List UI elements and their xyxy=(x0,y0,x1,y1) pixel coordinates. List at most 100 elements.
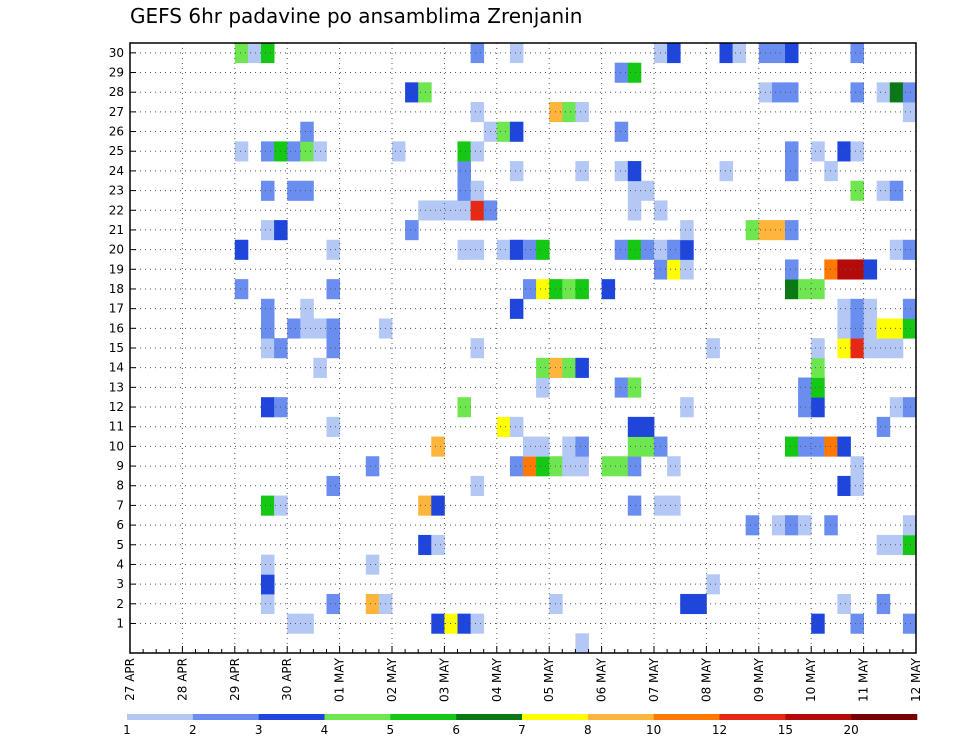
legend-swatch xyxy=(390,714,457,720)
heatmap-cell xyxy=(627,416,642,437)
heatmap-cell xyxy=(575,279,589,300)
heatmap-cell xyxy=(509,43,524,64)
heatmap-cell xyxy=(798,377,812,398)
heatmap-cell xyxy=(680,220,694,241)
y-tick-label: 18 xyxy=(109,282,124,296)
heatmap-cell xyxy=(261,574,275,595)
legend-label: 15 xyxy=(778,723,793,737)
heatmap-cell xyxy=(785,82,799,103)
heatmap-cell xyxy=(326,593,340,615)
y-tick-label: 17 xyxy=(109,302,124,316)
heatmap-cell xyxy=(234,239,249,260)
heatmap-cell xyxy=(523,436,537,457)
heatmap-cell xyxy=(785,220,799,241)
heatmap-cell xyxy=(771,220,786,241)
y-tick-label: 16 xyxy=(109,321,124,335)
heatmap-cell xyxy=(837,141,851,162)
heatmap-cell xyxy=(261,298,275,319)
heatmap-cell xyxy=(850,318,864,339)
heatmap-cell xyxy=(706,338,720,359)
heatmap-cell xyxy=(850,475,864,496)
legend-swatch xyxy=(522,714,589,720)
legend-label: 12 xyxy=(712,723,727,737)
y-axis: 1234567891011121314151617181920212223242… xyxy=(109,46,136,630)
heatmap-cell xyxy=(261,338,275,359)
y-tick-label: 25 xyxy=(109,144,124,158)
y-tick-label: 1 xyxy=(116,616,124,630)
heatmap-cell xyxy=(326,239,340,260)
heatmap-cell xyxy=(785,161,799,182)
heatmap-cell xyxy=(811,279,825,300)
heatmap-cell xyxy=(470,102,485,123)
heatmap-cell xyxy=(418,495,432,516)
heatmap-cell xyxy=(431,495,445,516)
heatmap-cell xyxy=(365,456,380,477)
heatmap-cell xyxy=(509,416,524,437)
heatmap-cell xyxy=(824,515,838,536)
x-axis: 27 APR 28 APR 29 APR 30 APR 01 MAY 02 MAY 03 M… xyxy=(123,646,923,702)
heatmap-cell xyxy=(431,613,445,634)
heatmap-cell xyxy=(745,515,760,536)
y-tick-label: 11 xyxy=(109,420,124,434)
heatmap-cell xyxy=(405,82,419,103)
y-tick-label: 15 xyxy=(109,341,124,355)
x-tick-label: 09 MAY xyxy=(752,657,766,702)
heatmap-cell xyxy=(850,82,864,103)
heatmap-cell xyxy=(444,613,458,634)
heatmap-cell xyxy=(300,298,314,319)
heatmap-cell xyxy=(326,416,340,437)
heatmap-cell xyxy=(850,141,864,162)
heatmap-cell xyxy=(667,495,681,516)
heatmap-cell xyxy=(680,593,694,615)
heatmap-cell xyxy=(261,593,275,615)
heatmap-cell xyxy=(902,318,917,339)
heatmap-cell xyxy=(667,239,681,260)
heatmap-cell xyxy=(706,574,720,595)
heatmap-cell xyxy=(811,613,825,634)
x-tick-label: 08 MAY xyxy=(699,657,713,702)
heatmap-cell xyxy=(680,259,694,280)
heatmap-cell xyxy=(431,200,445,221)
heatmap-cell xyxy=(889,239,904,260)
heatmap-cell xyxy=(287,613,301,634)
heatmap-cell xyxy=(261,495,275,516)
x-tick-label: 27 APR xyxy=(123,658,137,701)
legend-label: 1 xyxy=(123,723,131,737)
heatmap-cell xyxy=(470,200,485,221)
heatmap-cell xyxy=(509,161,524,182)
heatmap-cell xyxy=(876,318,891,339)
heatmap-cell xyxy=(575,161,589,182)
heatmap-cell xyxy=(496,121,511,142)
heatmap-cell xyxy=(300,141,314,162)
legend-label: 4 xyxy=(321,723,329,737)
x-tick-label: 07 MAY xyxy=(647,657,661,702)
heatmap-cell xyxy=(902,515,917,536)
heatmap-cell xyxy=(536,279,550,300)
heatmap-cell xyxy=(614,456,629,477)
legend-label: 7 xyxy=(518,723,526,737)
heatmap-cell xyxy=(798,279,812,300)
heatmap-cell xyxy=(850,613,864,634)
y-tick-label: 30 xyxy=(109,46,124,60)
heatmap-cell xyxy=(614,62,629,83)
heatmap-cell xyxy=(300,318,314,339)
heatmap-cell xyxy=(824,259,838,280)
heatmap-cell xyxy=(562,279,576,300)
heatmap-cell xyxy=(627,377,642,398)
heatmap-cell xyxy=(457,397,471,418)
heatmap-cell xyxy=(234,279,249,300)
heatmap-cell xyxy=(562,102,576,123)
heatmap-cell xyxy=(575,102,589,123)
heatmap-cell xyxy=(601,279,616,300)
heatmap-cell xyxy=(889,534,904,556)
heatmap-cell xyxy=(785,141,799,162)
heatmap-cell xyxy=(326,279,340,300)
heatmap-cell xyxy=(627,495,642,516)
heatmap-cell xyxy=(418,534,432,556)
y-tick-label: 5 xyxy=(116,538,124,552)
heatmap-cell xyxy=(627,239,642,260)
x-tick-label: 01 MAY xyxy=(333,657,347,702)
heatmap-cell xyxy=(680,239,694,260)
heatmap-cell xyxy=(457,180,471,201)
x-tick-label: 12 MAY xyxy=(909,657,923,702)
